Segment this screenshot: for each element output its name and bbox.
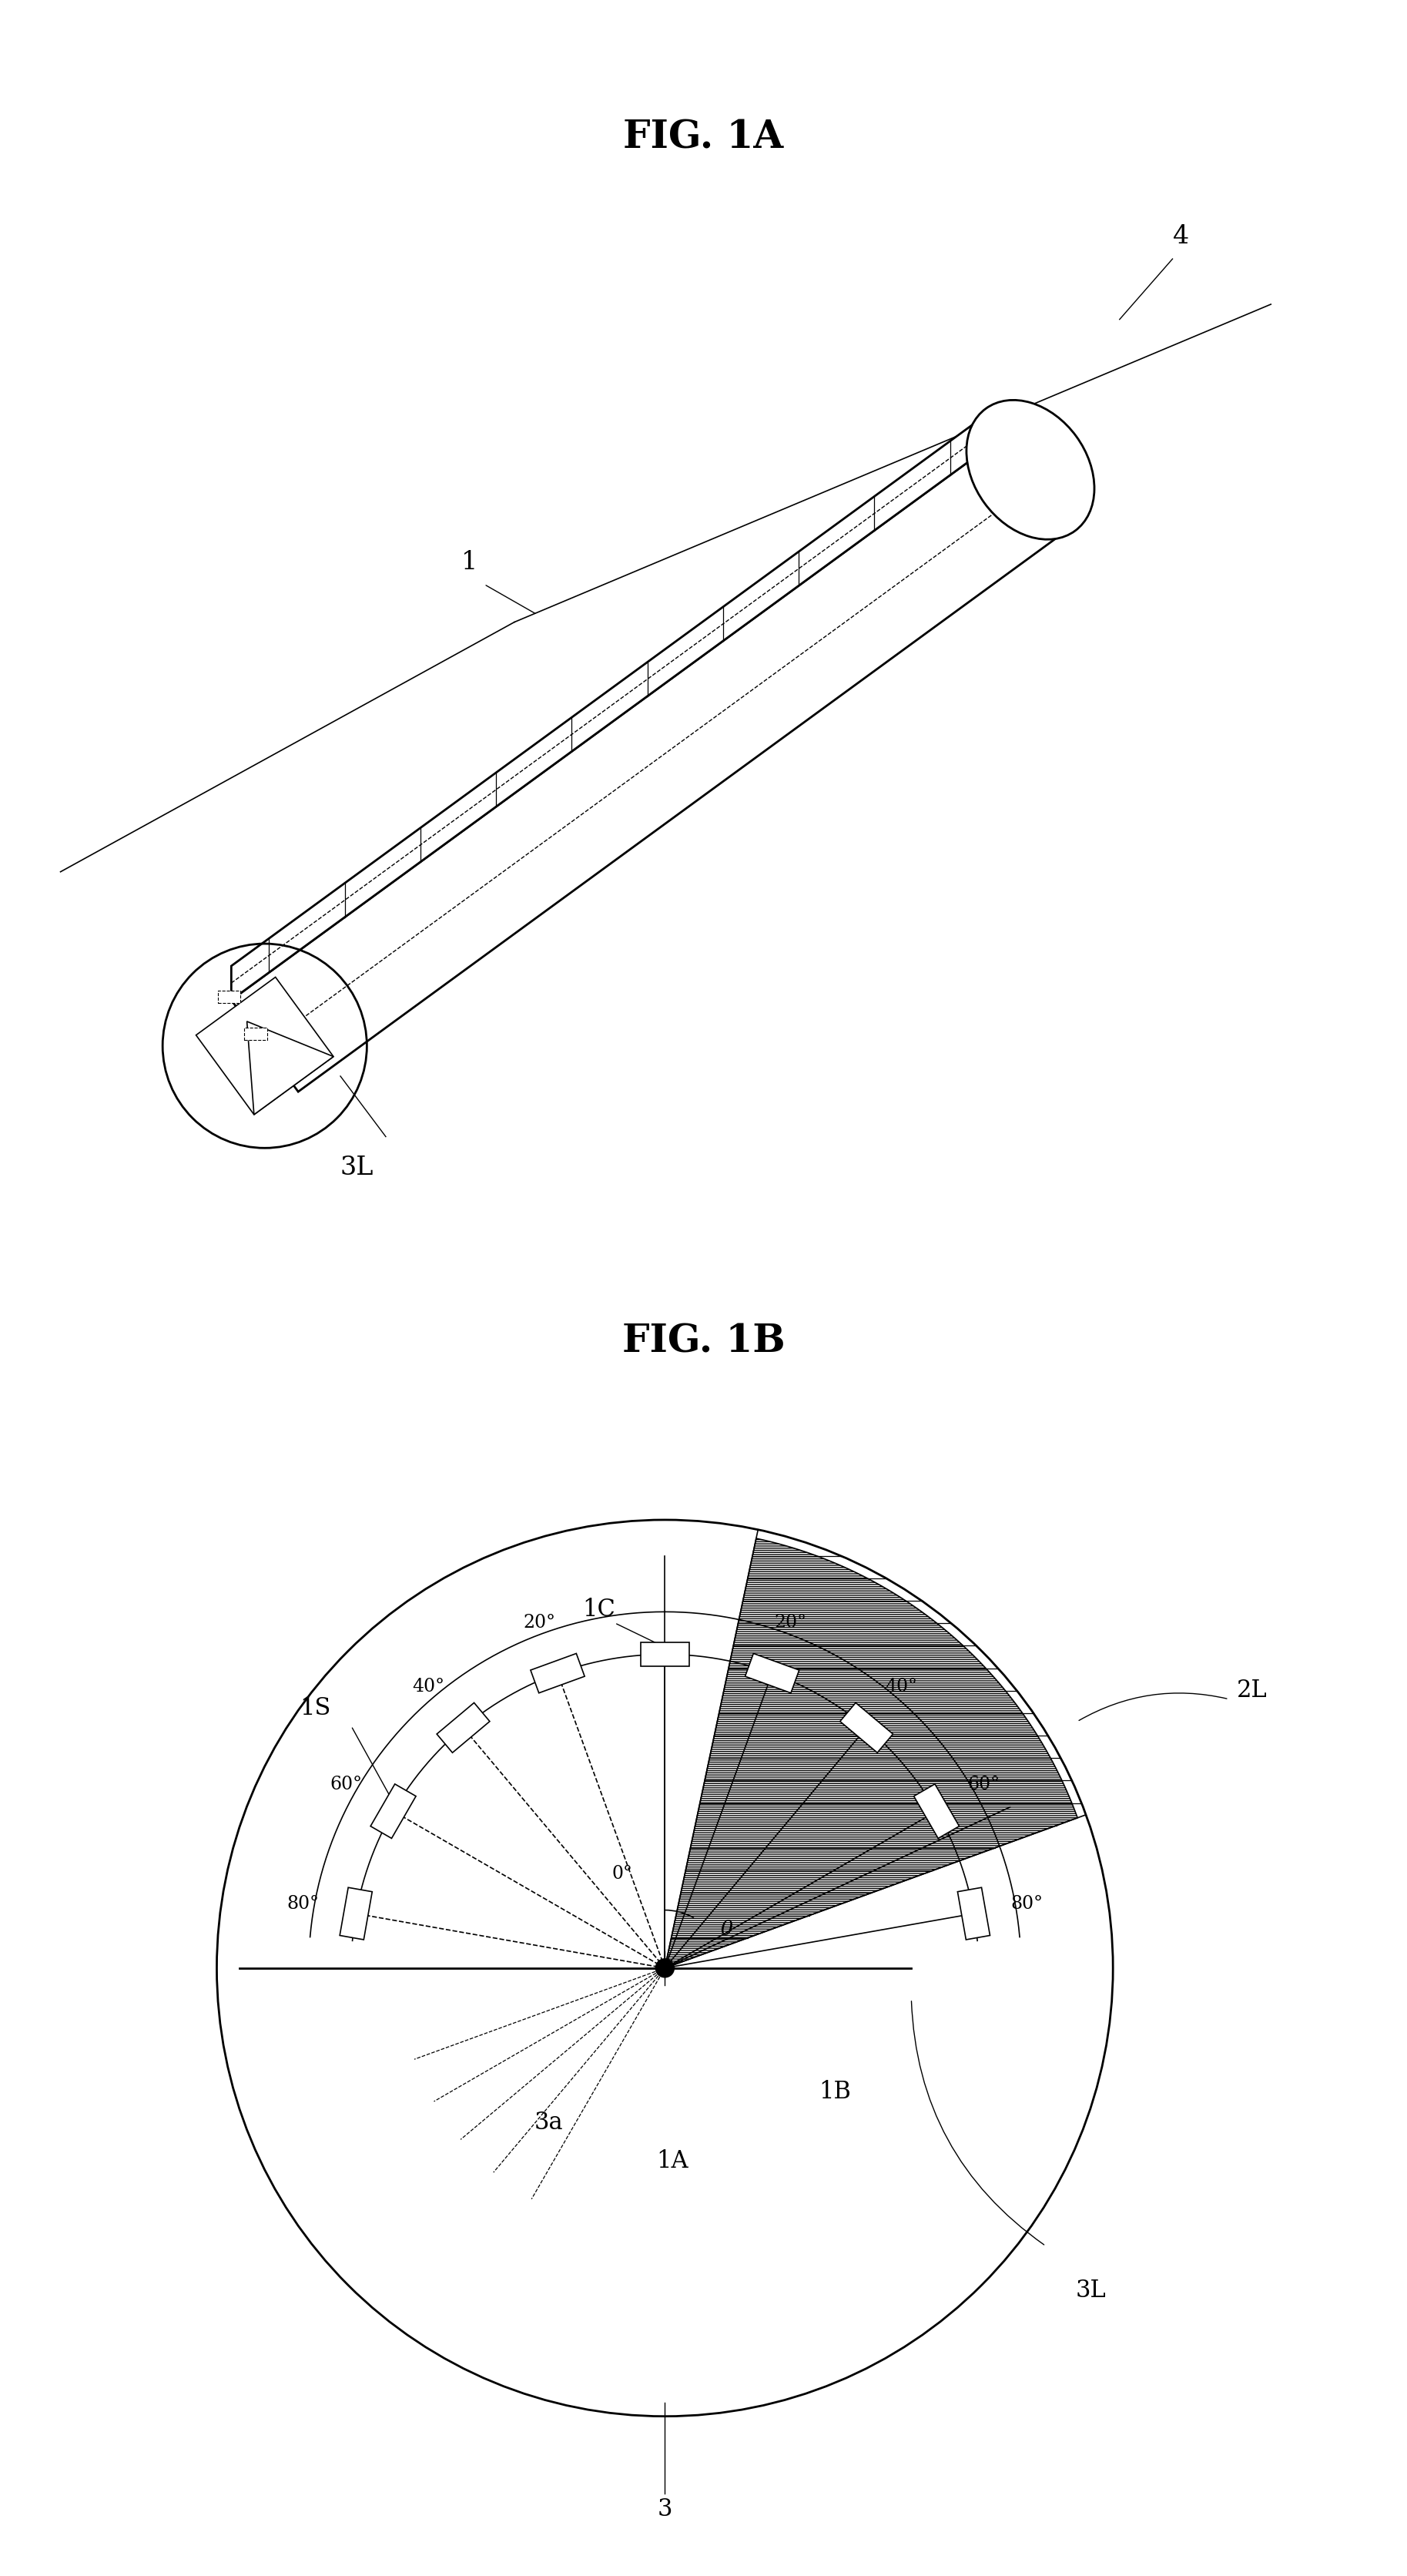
Text: FIG. 1B: FIG. 1B xyxy=(622,1324,785,1360)
Polygon shape xyxy=(231,448,1055,1092)
Text: 1: 1 xyxy=(461,549,478,574)
Text: 80°: 80° xyxy=(1010,1896,1043,1914)
Polygon shape xyxy=(246,1023,333,1115)
Polygon shape xyxy=(339,1888,373,1940)
Text: 3L: 3L xyxy=(340,1154,374,1180)
Ellipse shape xyxy=(967,399,1095,538)
Polygon shape xyxy=(218,992,241,1002)
Text: 1C: 1C xyxy=(582,1597,616,1620)
Text: θ: θ xyxy=(720,1919,733,1940)
Text: 2L: 2L xyxy=(1237,1677,1268,1703)
Text: 60°: 60° xyxy=(331,1775,363,1793)
Text: 3a: 3a xyxy=(535,2110,563,2136)
Polygon shape xyxy=(196,976,333,1115)
Polygon shape xyxy=(436,1703,490,1752)
Text: 20°: 20° xyxy=(774,1613,806,1631)
Polygon shape xyxy=(640,1641,689,1667)
Text: 20°: 20° xyxy=(523,1613,556,1631)
Text: 3: 3 xyxy=(657,2496,673,2522)
Text: 4: 4 xyxy=(1172,224,1189,250)
Polygon shape xyxy=(913,1785,960,1839)
Text: 80°: 80° xyxy=(287,1896,319,1914)
Polygon shape xyxy=(231,415,988,999)
Polygon shape xyxy=(245,1028,267,1041)
Polygon shape xyxy=(370,1785,416,1839)
Text: FIG. 1A: FIG. 1A xyxy=(623,118,784,157)
Polygon shape xyxy=(958,1888,991,1940)
Polygon shape xyxy=(746,1654,799,1692)
Text: 3L: 3L xyxy=(1075,2280,1106,2303)
Polygon shape xyxy=(840,1703,893,1752)
Text: 1S: 1S xyxy=(300,1695,331,1721)
Polygon shape xyxy=(530,1654,585,1692)
Circle shape xyxy=(656,1958,674,1978)
Text: 0°: 0° xyxy=(612,1865,633,1883)
Text: 1A: 1A xyxy=(657,2148,688,2174)
Text: 40°: 40° xyxy=(412,1677,445,1695)
Text: 1B: 1B xyxy=(819,2079,851,2105)
Text: 40°: 40° xyxy=(885,1677,917,1695)
Text: 60°: 60° xyxy=(967,1775,999,1793)
Polygon shape xyxy=(666,1538,1078,1968)
